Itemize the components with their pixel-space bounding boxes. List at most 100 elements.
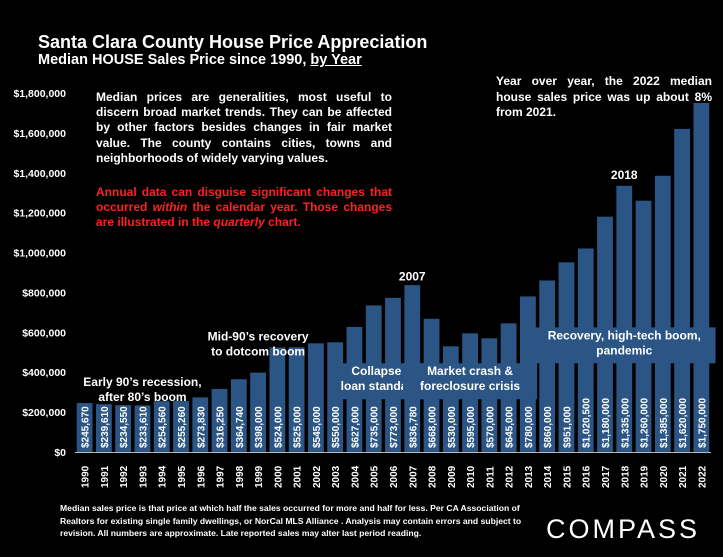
bar-value-label: $364,740 bbox=[235, 406, 246, 448]
annotation-background bbox=[533, 327, 716, 364]
x-tick-label: 2016 bbox=[582, 465, 593, 488]
y-tick-label: $1,800,000 bbox=[13, 88, 66, 100]
bar bbox=[192, 397, 209, 452]
bar-value-label: $545,000 bbox=[312, 406, 323, 448]
x-tick-label: 2018 bbox=[620, 465, 631, 488]
bar bbox=[674, 128, 690, 452]
chart-subtitle: Median HOUSE Sales Price since 1990, by … bbox=[38, 52, 362, 68]
x-tick-label: 1996 bbox=[196, 465, 207, 488]
bar-value-label: $570,000 bbox=[485, 406, 496, 448]
x-tick-label: 2011 bbox=[485, 466, 496, 488]
bar-value-label: $773,000 bbox=[389, 406, 400, 448]
bar-value-label: $1,335,000 bbox=[620, 398, 631, 448]
red-note-part-1: Annual data can disguise significant cha… bbox=[96, 185, 392, 215]
bar bbox=[654, 175, 671, 452]
bar bbox=[134, 405, 151, 452]
annotation-label: foreclosure crisis bbox=[420, 379, 520, 393]
bar-value-label: $860,000 bbox=[543, 406, 554, 448]
x-tick-label: 2007 bbox=[408, 465, 419, 488]
x-tick-label: 2021 bbox=[678, 465, 689, 488]
y-tick-label: $1,600,000 bbox=[13, 128, 66, 140]
x-tick-label: 2002 bbox=[312, 465, 323, 488]
bar-value-label: $233,610 bbox=[138, 406, 149, 448]
bar-value-label: $273,830 bbox=[196, 406, 207, 448]
x-tick-label: 2010 bbox=[466, 465, 477, 488]
bar bbox=[211, 388, 228, 452]
bar-value-label: $245,670 bbox=[81, 406, 92, 448]
bar-value-label: $316,250 bbox=[216, 406, 227, 448]
bar bbox=[269, 347, 286, 452]
x-tick-label: 1994 bbox=[158, 465, 169, 488]
bar-value-label: $735,000 bbox=[370, 406, 381, 448]
bar-value-label: $398,000 bbox=[254, 406, 265, 448]
bar-value-label: $254,560 bbox=[158, 406, 169, 448]
annotation-label: Market crash & bbox=[427, 364, 513, 378]
bar bbox=[230, 379, 247, 452]
bar-value-label: $239,610 bbox=[100, 406, 111, 448]
bar-value-label: $1,260,000 bbox=[640, 398, 651, 448]
yoy-note: Year over year, the 2022 median house sa… bbox=[496, 74, 712, 119]
y-tick-label: $1,400,000 bbox=[13, 168, 66, 180]
bar-value-label: $1,180,000 bbox=[601, 398, 612, 448]
x-tick-label: 2022 bbox=[697, 465, 708, 488]
bar-value-label: $525,000 bbox=[293, 406, 304, 448]
x-tick-label: 2000 bbox=[273, 465, 284, 488]
annotation-label: Collapse in bbox=[351, 364, 415, 378]
bar bbox=[173, 401, 189, 452]
y-tick-label: $1,000,000 bbox=[13, 248, 66, 260]
bar-value-label: $530,000 bbox=[447, 406, 458, 448]
x-tick-label: 1992 bbox=[119, 465, 130, 488]
annotation-label: 2007 bbox=[399, 270, 426, 284]
bar-value-label: $668,000 bbox=[428, 406, 439, 448]
bar bbox=[96, 404, 112, 452]
red-note-part-2: the calendar year. Those changes are ill… bbox=[96, 200, 392, 230]
bar bbox=[250, 372, 266, 452]
annotation-label: 2018 bbox=[611, 168, 638, 182]
bar-value-label: $1,385,000 bbox=[659, 398, 670, 448]
x-tick-label: 2013 bbox=[524, 465, 535, 488]
x-tick-label: 1998 bbox=[235, 465, 246, 488]
annotation-label: to dotcom boom bbox=[211, 344, 305, 358]
bar bbox=[115, 405, 132, 452]
annotation-label: after 80’s boom bbox=[98, 390, 186, 404]
y-tick-label: $1,200,000 bbox=[13, 208, 66, 220]
red-note-part-3: chart. bbox=[264, 215, 301, 230]
bar-value-label: $780,000 bbox=[524, 406, 535, 448]
bar-value-label: $836,780 bbox=[408, 406, 419, 448]
y-tick-label: $400,000 bbox=[22, 367, 66, 379]
bar-value-label: $627,000 bbox=[350, 406, 361, 448]
x-tick-label: 2001 bbox=[293, 465, 304, 488]
subtitle-by-year-link[interactable]: by Year bbox=[310, 52, 362, 68]
x-tick-label: 2019 bbox=[640, 465, 651, 488]
x-tick-label: 1991 bbox=[100, 465, 111, 488]
bar-value-label: $1,620,000 bbox=[678, 398, 689, 448]
bar-value-label: $1,020,500 bbox=[582, 398, 593, 448]
bar bbox=[288, 347, 305, 452]
subtitle-prefix: Median HOUSE Sales Price since 1990, bbox=[38, 52, 311, 68]
x-tick-label: 1999 bbox=[254, 465, 265, 488]
x-tick-label: 2008 bbox=[428, 465, 439, 488]
general-note: Median prices are generalities, most use… bbox=[96, 90, 392, 165]
x-tick-label: 2020 bbox=[659, 465, 670, 488]
bar-value-label: $1,750,000 bbox=[697, 398, 708, 448]
annual-data-note: Annual data can disguise significant cha… bbox=[96, 185, 392, 231]
y-tick-label: $600,000 bbox=[22, 327, 66, 339]
bar-value-label: $524,000 bbox=[273, 406, 284, 448]
annotation-background bbox=[402, 363, 538, 400]
x-tick-label: 2003 bbox=[331, 465, 342, 488]
x-tick-label: 2015 bbox=[562, 465, 573, 488]
x-tick-label: 2017 bbox=[601, 465, 612, 488]
bar-value-label: $255,260 bbox=[177, 406, 188, 448]
y-tick-label: $800,000 bbox=[22, 287, 66, 299]
x-tick-label: 2006 bbox=[389, 465, 400, 488]
footnote: Median sales price is that price at whic… bbox=[60, 503, 522, 538]
bar bbox=[539, 280, 556, 452]
bar-value-label: $234,550 bbox=[119, 406, 130, 448]
x-tick-label: 1997 bbox=[216, 465, 227, 488]
annotation-label: pandemic bbox=[596, 343, 652, 357]
x-tick-label: 2004 bbox=[350, 465, 361, 488]
x-tick-label: 2005 bbox=[370, 465, 381, 488]
x-tick-label: 2014 bbox=[543, 465, 554, 488]
bar-value-label: $595,000 bbox=[466, 406, 477, 448]
